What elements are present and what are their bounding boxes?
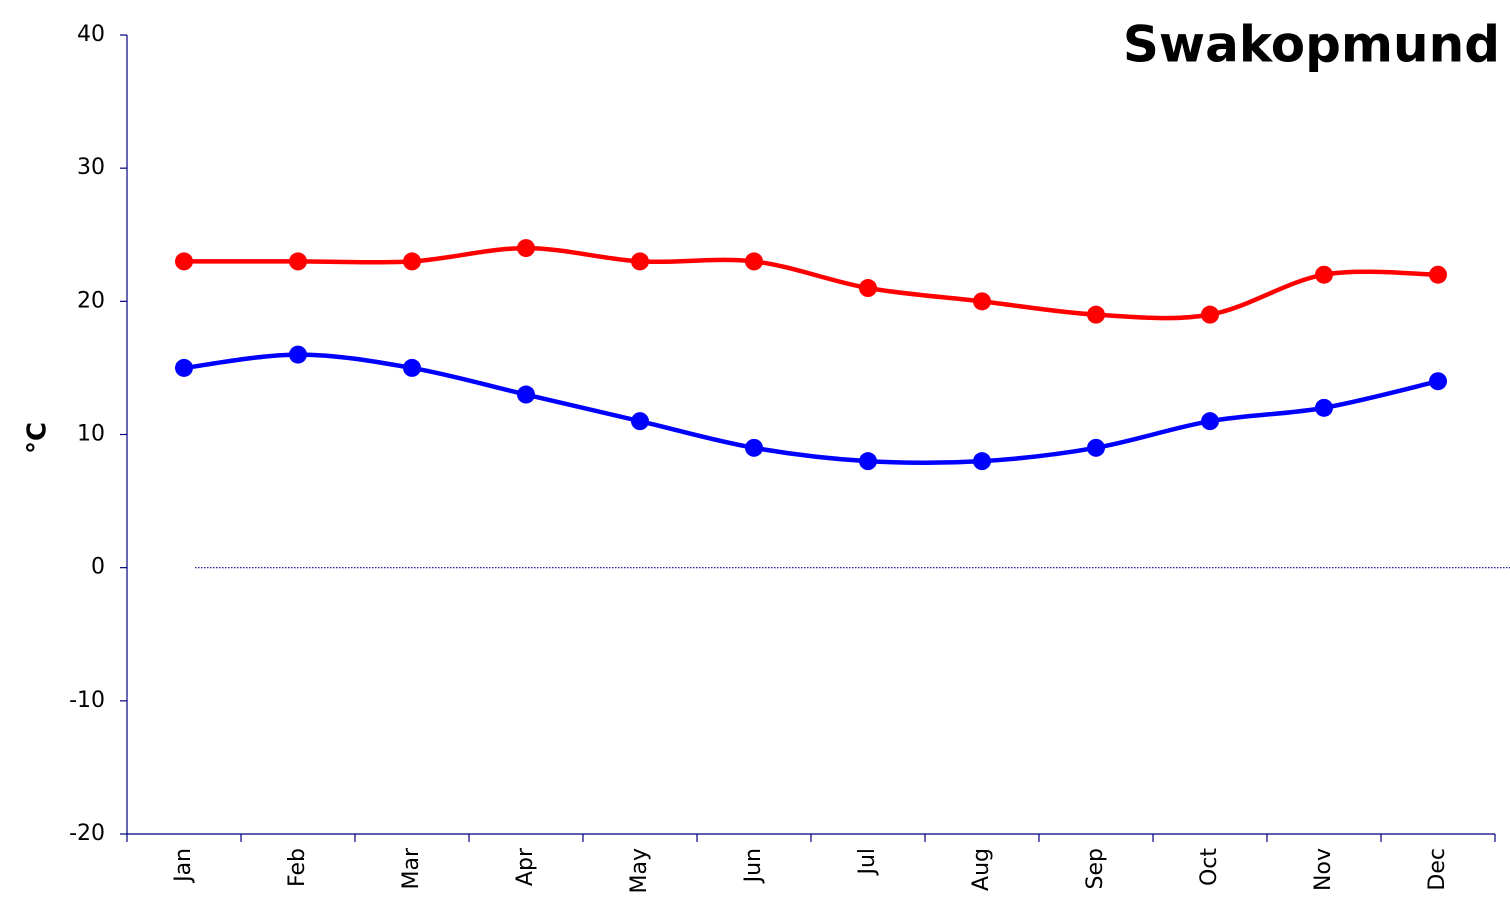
data-point [517, 385, 535, 404]
data-point [1429, 372, 1447, 391]
x-tick-label: Apr [513, 847, 538, 886]
data-point [745, 438, 763, 457]
x-tick-label: Nov [1311, 848, 1336, 891]
data-point [1315, 398, 1333, 417]
x-tick-label: Feb [285, 848, 310, 887]
data-point [289, 252, 307, 271]
data-point [1429, 265, 1447, 284]
chart-title: Swakopmund [1123, 16, 1500, 74]
series-line [183, 352, 1439, 466]
data-point [745, 252, 763, 271]
x-tick-label: May [627, 848, 652, 893]
x-tick-label: Mar [399, 847, 424, 889]
data-point [517, 239, 535, 258]
x-tick-label: Jun [741, 848, 766, 884]
x-tick-label: Oct [1197, 848, 1222, 886]
data-point [1087, 305, 1105, 324]
y-tick-label: 10 [77, 422, 105, 447]
data-point [1201, 412, 1219, 431]
data-point [403, 358, 421, 377]
data-point [175, 252, 193, 271]
series-line [183, 245, 1439, 321]
x-tick-label: Sep [1083, 848, 1108, 889]
x-tick-label: Dec [1425, 848, 1450, 891]
data-point [631, 252, 649, 271]
data-point [973, 292, 991, 311]
data-point [631, 412, 649, 431]
x-tick-label: Jul [855, 848, 880, 877]
y-tick-label: 20 [77, 288, 105, 313]
data-point [403, 252, 421, 271]
data-point [289, 345, 307, 364]
y-tick-label: 0 [91, 555, 105, 580]
data-point [859, 452, 877, 471]
y-axis-label: °C [23, 422, 53, 454]
x-tick-label: Jan [171, 848, 196, 884]
x-tick-label: Aug [969, 848, 994, 891]
data-point [1201, 305, 1219, 324]
y-tick-label: 40 [77, 22, 105, 47]
y-tick-label: -10 [69, 688, 105, 713]
data-point [175, 358, 193, 377]
y-tick-label: 30 [77, 155, 105, 180]
data-point [1087, 438, 1105, 457]
data-point [973, 452, 991, 471]
data-point [859, 279, 877, 298]
y-tick-label: -20 [69, 821, 105, 846]
data-point [1315, 265, 1333, 284]
